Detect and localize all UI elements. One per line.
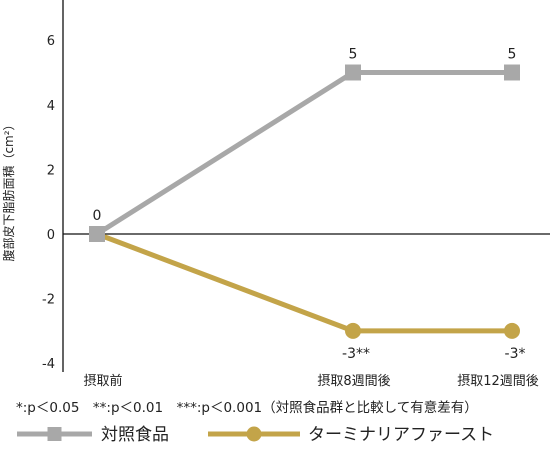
legend-label: 対照食品 [101,425,169,445]
data-point [89,226,105,242]
legend-marker [246,426,262,442]
series-control-food [89,64,520,242]
data-point [345,322,361,339]
data-point [345,64,361,81]
legend-item: ターミナリアファースト [208,425,494,445]
y-tick-label: -4 [42,357,55,372]
data-label: 0 [93,208,102,224]
series-line [95,70,512,237]
y-axis-label: 腹部皮下脂肪面積（cm²） [1,118,16,261]
y-tick-label: 0 [47,228,55,243]
data-point [504,322,520,339]
y-tick-label: -2 [42,293,55,308]
data-point [504,64,520,81]
y-tick-labels: 6 4 2 0 -2 -4 [42,34,55,372]
data-label: 5 [349,47,358,63]
x-category-label: 摂取前 [83,373,122,389]
legend-marker [47,427,62,441]
data-label: 5 [508,47,517,63]
data-label: -3** [342,346,370,362]
y-tick-label: 2 [47,163,55,178]
significance-footnote: *:p＜0.05 **:p＜0.01 ***:p＜0.001（対照食品群と比較し… [16,399,478,416]
legend-label: ターミナリアファースト [308,425,494,445]
legend-item: 対照食品 [17,425,169,445]
legend: 対照食品 ターミナリアファースト [17,425,494,445]
y-tick-label: 4 [47,99,55,114]
chart-axes [62,0,550,372]
x-category-labels: 摂取前 摂取8週間後 摂取12週間後 [83,373,538,389]
series-line [96,231,512,334]
y-tick-label: 6 [47,34,55,49]
chart-series: 0 5 5 -3** -3* [89,47,525,362]
data-label: -3* [505,346,526,362]
series-terminalia-first [89,226,520,339]
x-category-label: 摂取8週間後 [317,373,390,389]
x-category-label: 摂取12週間後 [457,373,539,389]
